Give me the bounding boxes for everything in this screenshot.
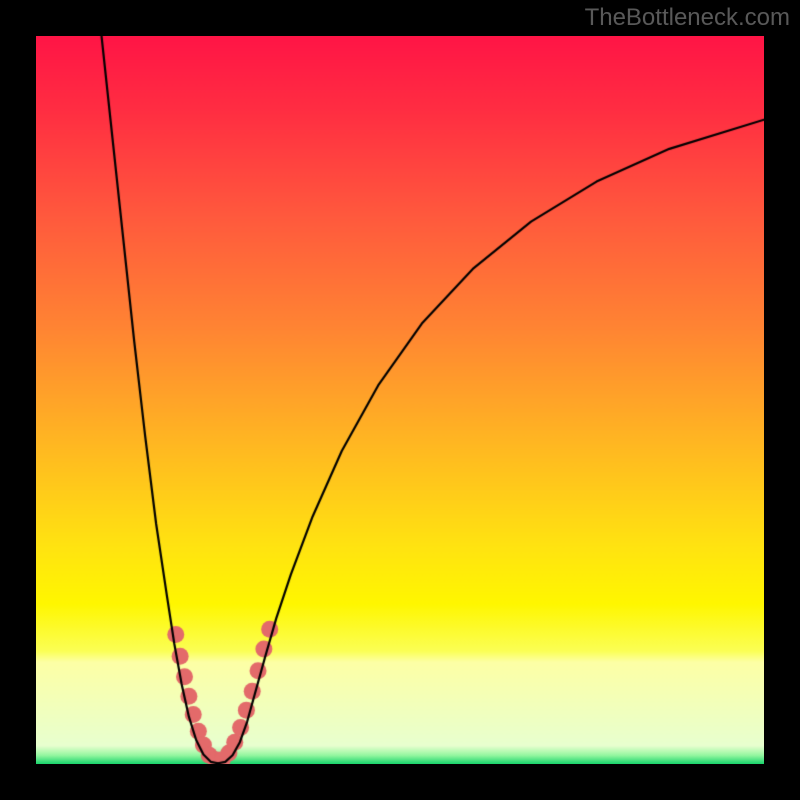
- plot-area: [36, 36, 764, 764]
- watermark-text: TheBottleneck.com: [585, 4, 790, 32]
- plot-canvas: [36, 36, 764, 764]
- chart-stage: TheBottleneck.com: [0, 0, 800, 800]
